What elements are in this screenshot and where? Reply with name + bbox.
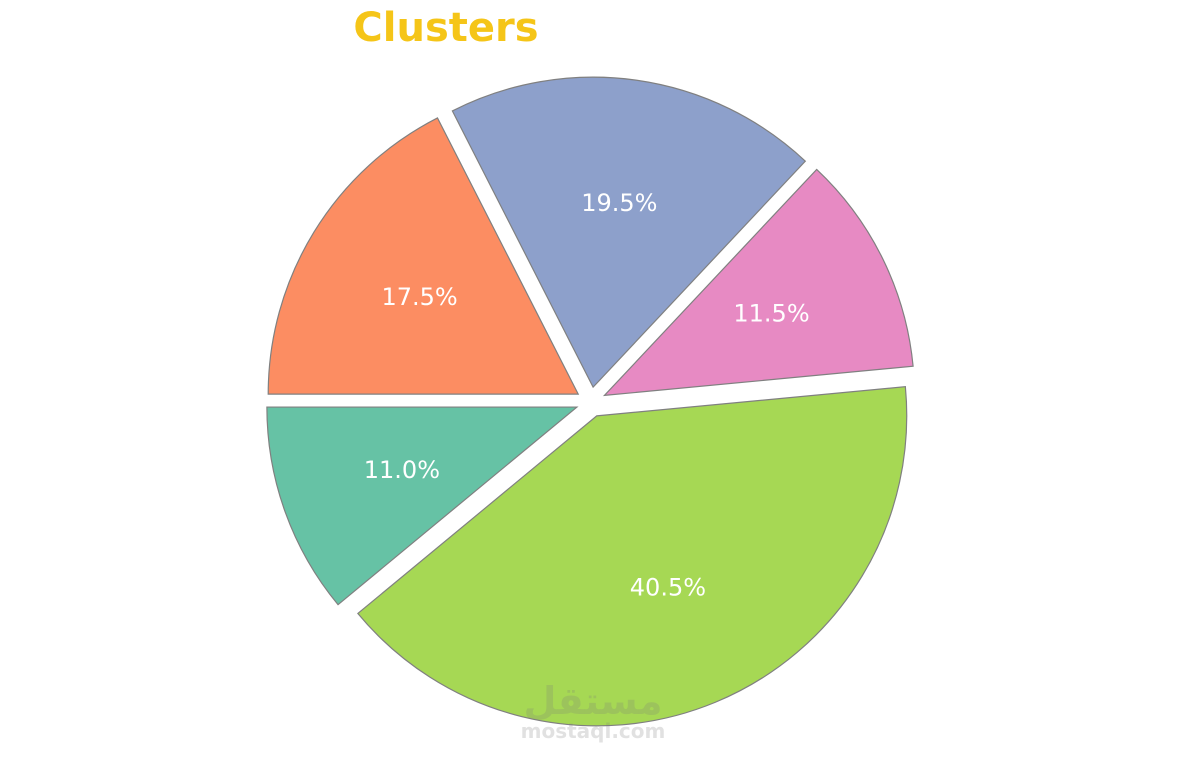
pie-slice-2: [357, 386, 908, 727]
pie-slices: [266, 76, 914, 727]
pie-slice-4: [451, 76, 807, 389]
pie-slice-label-4: 19.5%: [581, 189, 657, 217]
pie-slice-label-1: 11.0%: [364, 456, 440, 484]
pie-slice-5: [267, 117, 580, 395]
watermark-logo-icon: مستقل: [524, 679, 663, 722]
watermark-text: mostaql.com: [520, 719, 666, 743]
pie-slice-3: [602, 168, 914, 397]
pie-slice-1: [266, 406, 579, 606]
chart-title: Clusters: [353, 5, 539, 51]
pie-labels: 11.0% 40.5% 11.5% 19.5% 17.5%: [364, 189, 810, 602]
pie-slice-label-5: 17.5%: [381, 283, 457, 311]
pie-slice-label-3: 11.5%: [733, 300, 809, 328]
pie-slice-label-2: 40.5%: [630, 574, 706, 602]
watermark: مستقل mostaql.com: [520, 676, 666, 746]
watermark-logo-text: مستقل: [524, 679, 663, 722]
